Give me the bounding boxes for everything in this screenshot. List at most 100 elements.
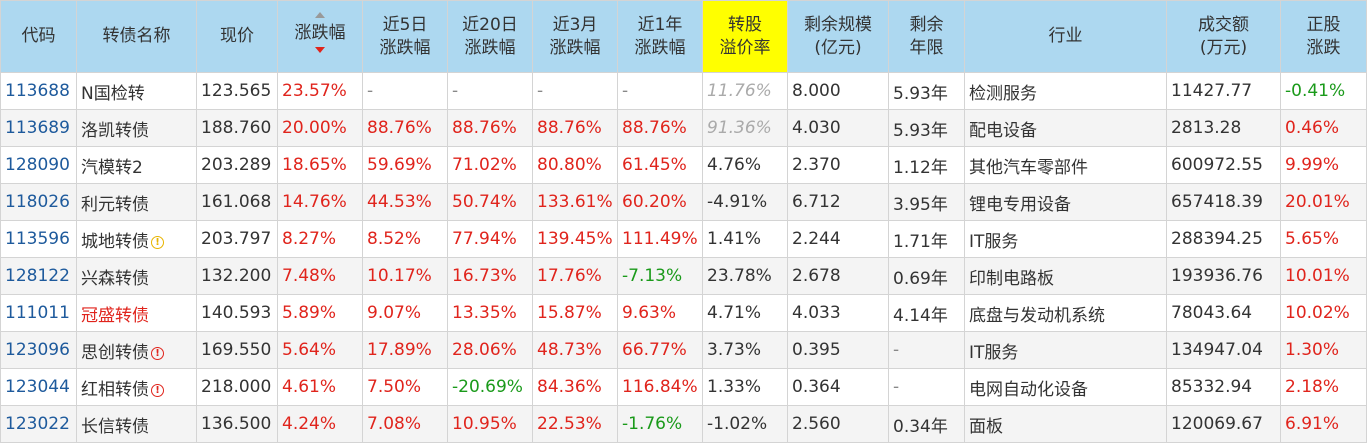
header-name[interactable]: 转债名称 (76, 0, 197, 73)
change-20d-cell: 50.74% (447, 183, 533, 221)
bond-code-link[interactable]: 113689 (0, 109, 77, 147)
change-5d-cell: 8.52% (362, 220, 448, 258)
change-20d-cell: 10.95% (447, 405, 533, 443)
change-5d-cell: 17.89% (362, 331, 448, 369)
table-row[interactable]: 113596 城地转债! 203.797 8.27% 8.52% 77.94% 139.45… (0, 220, 1367, 258)
bond-code-link[interactable]: 113596 (0, 220, 77, 258)
premium-cell: -1.02% (702, 405, 788, 443)
remaining-cell: 0.395 (787, 331, 889, 369)
table-row[interactable]: 123022 长信转债 136.500 4.24% 7.08% 10.95% 22.53% -… (0, 405, 1367, 443)
bond-name-cell[interactable]: 利元转债 (76, 183, 197, 221)
table-row[interactable]: 128090 汽模转2 203.289 18.65% 59.69% 71.02% 80.80… (0, 146, 1367, 184)
header-change-20d[interactable]: 近20日 涨跌幅 (447, 0, 533, 73)
remaining-cell: 6.712 (787, 183, 889, 221)
bond-code-link[interactable]: 111011 (0, 294, 77, 332)
table-row[interactable]: 118026 利元转债 161.068 14.76% 44.53% 50.74% 133.6… (0, 183, 1367, 221)
table-row[interactable]: 111011 冠盛转债 140.593 5.89% 9.07% 13.35% 15.87% 9… (0, 294, 1367, 332)
stock-change-cell: 20.01% (1280, 183, 1367, 221)
header-stock-change[interactable]: 正股 涨跌 (1280, 0, 1367, 73)
volume-cell: 85332.94 (1166, 368, 1281, 406)
header-volume[interactable]: 成交额 (万元) (1166, 0, 1281, 73)
premium-cell: 4.71% (702, 294, 788, 332)
volume-cell: 600972.55 (1166, 146, 1281, 184)
change-1y-cell: - (617, 72, 703, 110)
bond-name-cell[interactable]: 汽模转2 (76, 146, 197, 184)
bond-code-link[interactable]: 113688 (0, 72, 77, 110)
bond-code-link[interactable]: 128122 (0, 257, 77, 295)
header-years[interactable]: 剩余 年限 (888, 0, 965, 73)
header-industry[interactable]: 行业 (964, 0, 1167, 73)
change-3m-cell: - (532, 72, 618, 110)
change-1y-cell: 66.77% (617, 331, 703, 369)
header-change-5d-line1: 近5日 (382, 14, 428, 35)
alert-circle-icon[interactable]: ! (151, 346, 164, 360)
premium-cell: 91.36% (702, 109, 788, 147)
change-1y-cell: 60.20% (617, 183, 703, 221)
warning-circle-icon[interactable]: ! (151, 235, 164, 249)
bond-name: 利元转债 (81, 194, 149, 215)
change-1y-cell: -1.76% (617, 405, 703, 443)
bond-name-cell[interactable]: 兴森转债 (76, 257, 197, 295)
bond-name-cell[interactable]: 思创转债! (76, 331, 197, 369)
price-cell: 123.565 (196, 72, 278, 110)
change-3m-cell: 84.36% (532, 368, 618, 406)
table-body: 113688 N国检转 123.565 23.57% - - - -11.76% 8.000 5.… (0, 72, 1367, 443)
alert-circle-icon[interactable]: ! (151, 383, 164, 397)
stock-change-cell: 0.46% (1280, 109, 1367, 147)
price-cell: 136.500 (196, 405, 278, 443)
change-5d-cell: 59.69% (362, 146, 448, 184)
header-change[interactable]: 涨跌幅 (277, 0, 363, 73)
bond-name-cell[interactable]: 冠盛转债 (76, 294, 197, 332)
remaining-cell: 4.030 (787, 109, 889, 147)
stock-change-cell: 9.99% (1280, 146, 1367, 184)
bond-code-link[interactable]: 123044 (0, 368, 77, 406)
price-cell: 161.068 (196, 183, 278, 221)
change-3m-cell: 139.45% (532, 220, 618, 258)
bond-name-cell[interactable]: N国检转 (76, 72, 197, 110)
bond-name-cell[interactable]: 长信转债 (76, 405, 197, 443)
header-remaining-line2: (亿元) (814, 37, 862, 58)
bond-code-link[interactable]: 123096 (0, 331, 77, 369)
bond-name-cell[interactable]: 城地转债! (76, 220, 197, 258)
table-row[interactable]: 113689 洛凯转债 188.760 20.00% 88.76% 88.76% 88.76… (0, 109, 1367, 147)
change-1y-cell: 111.49% (617, 220, 703, 258)
change-5d-cell: - (362, 72, 448, 110)
table-row[interactable]: 123044 红相转债! 218.000 4.61% 7.50% -20.69% 84.36… (0, 368, 1367, 406)
header-stock-line1: 正股 (1306, 14, 1341, 35)
volume-cell: 78043.64 (1166, 294, 1281, 332)
stock-change-cell: 10.02% (1280, 294, 1367, 332)
remaining-cell: 2.370 (787, 146, 889, 184)
industry-cell: 电网自动化设备 (964, 368, 1167, 406)
header-change-3m[interactable]: 近3月 涨跌幅 (532, 0, 618, 73)
bond-code-link[interactable]: 118026 (0, 183, 77, 221)
bond-code-link[interactable]: 128090 (0, 146, 77, 184)
bond-code-link[interactable]: 123022 (0, 405, 77, 443)
header-premium[interactable]: 转股 溢价率 (702, 0, 788, 73)
bond-name-cell[interactable]: 洛凯转债 (76, 109, 197, 147)
header-code[interactable]: 代码 (0, 0, 77, 73)
header-change-20d-line2: 涨跌幅 (464, 37, 516, 58)
header-price[interactable]: 现价 (196, 0, 278, 73)
industry-cell: IT服务 (964, 331, 1167, 369)
table-row[interactable]: 113688 N国检转 123.565 23.57% - - - -11.76% 8.000 5.… (0, 72, 1367, 110)
change-3m-cell: 15.87% (532, 294, 618, 332)
header-remaining[interactable]: 剩余规模 (亿元) (787, 0, 889, 73)
change-cell: 14.76% (277, 183, 363, 221)
header-years-line1: 剩余 (909, 14, 944, 35)
header-change-1y[interactable]: 近1年 涨跌幅 (617, 0, 703, 73)
price-cell: 218.000 (196, 368, 278, 406)
change-3m-cell: 80.80% (532, 146, 618, 184)
table-row[interactable]: 128122 兴森转债 132.200 7.48% 10.17% 16.73% 17.76%… (0, 257, 1367, 295)
table-row[interactable]: 123096 思创转债! 169.550 5.64% 17.89% 28.06% 48.73… (0, 331, 1367, 369)
change-1y-cell: -7.13% (617, 257, 703, 295)
stock-change-cell: 6.91% (1280, 405, 1367, 443)
stock-change-cell: -0.41% (1280, 72, 1367, 110)
header-change-5d[interactable]: 近5日 涨跌幅 (362, 0, 448, 73)
price-cell: 169.550 (196, 331, 278, 369)
sort-down-icon (279, 47, 362, 57)
change-5d-cell: 7.50% (362, 368, 448, 406)
change-5d-cell: 10.17% (362, 257, 448, 295)
bond-name-cell[interactable]: 红相转债! (76, 368, 197, 406)
change-3m-cell: 48.73% (532, 331, 618, 369)
